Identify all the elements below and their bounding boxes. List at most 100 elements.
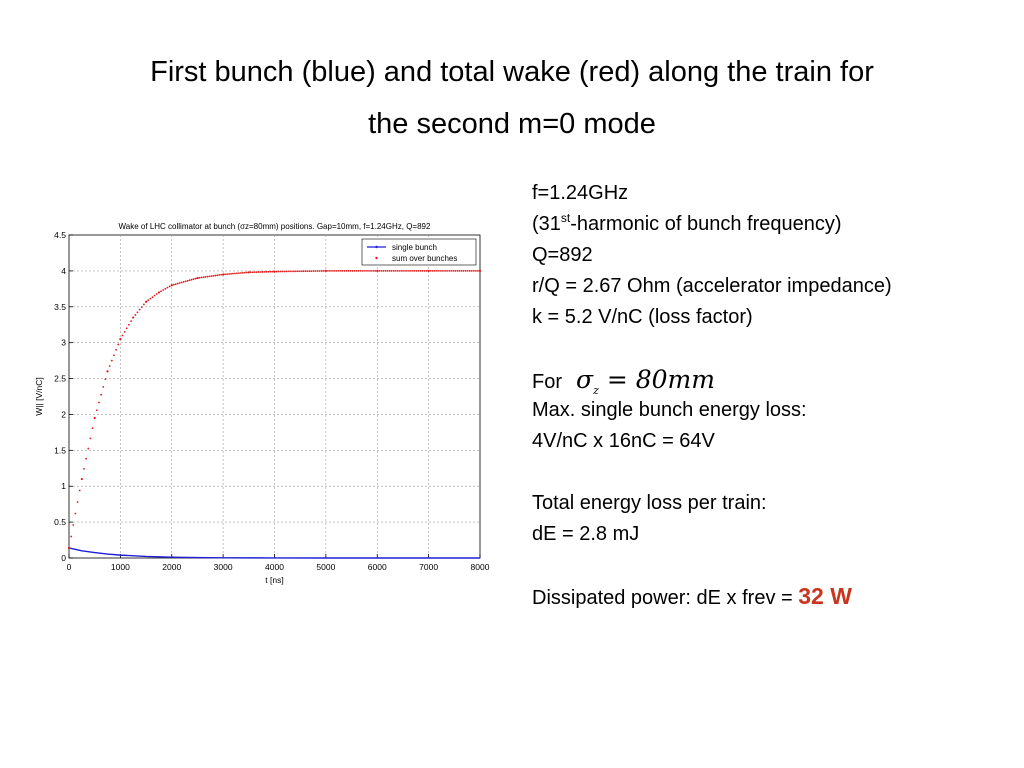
series-1-dot-5	[83, 467, 85, 470]
series-1-dot-65	[226, 273, 228, 276]
series-1-dot-170	[450, 269, 453, 272]
series-1-dot-68	[232, 272, 234, 275]
series-1-dot-61	[216, 274, 219, 277]
series-1-dot-23	[128, 323, 130, 326]
series-1-dot-125	[353, 269, 356, 272]
series-1-dot-56	[206, 275, 209, 278]
x-tick-label-3: 3000	[214, 562, 233, 572]
harmonic-suffix: -harmonic of bunch frequency)	[570, 213, 842, 235]
max-loss-value: 4V/nC x 16nC = 64V	[532, 430, 715, 452]
series-1-point-13	[324, 269, 327, 272]
y-axis-label: W|| [V/nC]	[34, 377, 44, 415]
series-1-dot-106	[312, 270, 315, 272]
series-1-dot-124	[351, 269, 354, 272]
r-over-q-note: r/Q = 2.67 Ohm (accelerator impedance)	[532, 275, 892, 297]
series-1-dot-134	[372, 269, 375, 272]
series-1-dot-98	[296, 270, 299, 273]
series-line-0	[68, 547, 480, 559]
series-1-dot-28	[140, 306, 143, 308]
series-1-dot-110	[320, 270, 323, 272]
y-tick-label-2: 1	[61, 481, 66, 491]
series-1-dot-1	[72, 524, 75, 526]
series-1-dot-162	[433, 269, 436, 272]
series-1-dot-101	[302, 270, 305, 273]
series-1-dot-51	[194, 277, 197, 280]
series-1-dot-32	[151, 296, 154, 298]
series-1-dot-104	[308, 270, 311, 273]
slide-title-line-2: the second m=0 mode	[368, 108, 656, 140]
series-1-dot-154	[415, 269, 418, 272]
power-label: Dissipated power: dE x frev =	[532, 587, 799, 609]
series-1-dot-14	[104, 378, 107, 381]
sigma-formula: σz = 80mm	[576, 365, 715, 397]
total-loss-value: dE = 2.8 mJ	[532, 523, 640, 545]
series-1-dot-155	[417, 269, 420, 272]
series-1-dot-171	[452, 269, 455, 272]
series-1-dot-10	[95, 409, 98, 412]
series-1-dot-21	[123, 331, 126, 333]
series-1-dot-49	[190, 278, 193, 281]
series-1-dot-180	[470, 269, 473, 272]
legend-box	[361, 238, 477, 266]
series-1-dot-96	[292, 270, 294, 273]
series-1-point-6	[144, 300, 148, 303]
harmonic-prefix: (31	[532, 213, 561, 235]
series-1-dot-76	[249, 271, 252, 274]
series-1-dot-46	[184, 280, 187, 283]
series-1-dot-64	[224, 273, 227, 276]
series-1-dot-157	[421, 269, 424, 272]
legend-swatch-1	[375, 256, 378, 260]
x-tick-label-1: 1000	[111, 562, 130, 572]
series-1-dot-167	[444, 269, 446, 272]
wake-chart-svg: 0 1000 2000 3000 4000 5000 6000 7000 8000 0 0.5 1 1.…	[34, 222, 490, 585]
wake-plot: 0 1000 2000 3000 4000 5000 6000 7000 8000 0 0.5 1 1.…	[30, 208, 500, 594]
frequency-note: f=1.24GHz	[532, 182, 629, 204]
x-tick-label-8: 8000	[471, 562, 490, 572]
series-1-point-10	[222, 273, 225, 276]
series-1-dot-83	[263, 270, 266, 273]
series-1-dot-24	[130, 320, 132, 323]
series-1-dot-81	[259, 271, 262, 273]
series-1-dot-145	[396, 269, 399, 272]
series-1-dot-71	[238, 272, 240, 275]
series-1-dot-58	[210, 275, 213, 278]
series-1-dot-107	[314, 270, 317, 272]
y-tick-label-4: 2	[61, 409, 66, 419]
series-1-dot-115	[333, 269, 335, 272]
x-tick-label-6: 6000	[368, 562, 387, 572]
series-1-dot-52	[198, 276, 201, 279]
series-1-dot-27	[138, 308, 141, 311]
series-1-dot-66	[228, 273, 230, 275]
series-1-dot-0	[70, 535, 73, 538]
harmonic-superscript: st	[560, 211, 571, 225]
series-1-dot-130	[364, 269, 366, 272]
series-1-dot-55	[204, 276, 207, 278]
series-1-dot-178	[466, 269, 469, 272]
series-1-dot-33	[153, 294, 156, 297]
series-1-dot-80	[257, 271, 260, 273]
series-1-dot-29	[143, 303, 145, 306]
series-1-dot-92	[283, 270, 286, 273]
chart-title: Wake of LHC collimator at bunch (σz=80mm…	[119, 222, 431, 231]
series-1-dot-74	[243, 271, 246, 274]
loss-factor-note: k = 5.2 V/nC (loss factor)	[532, 306, 753, 328]
x-axis-label: t [ns]	[265, 575, 283, 585]
series-1-dot-166	[442, 269, 444, 272]
series-1-dot-127	[357, 269, 360, 272]
sigma-value: = 80mm	[598, 365, 715, 394]
series-1-dot-114	[331, 269, 333, 272]
series-1-point-11	[247, 271, 250, 274]
x-tick-label-7: 7000	[419, 562, 438, 572]
series-1-dot-86	[269, 270, 272, 273]
series-1-point-14	[376, 269, 379, 272]
series-1-dot-135	[374, 269, 377, 272]
series-1-point-7	[157, 291, 161, 294]
slide-title-line-1: First bunch (blue) and total wake (red) …	[150, 56, 874, 88]
series-1-dot-54	[202, 276, 205, 279]
series-1-point-12	[273, 270, 276, 273]
series-1-dot-140	[386, 269, 389, 272]
series-1-point-0	[67, 546, 71, 550]
series-1-point-3	[106, 370, 109, 373]
series-1-dot-183	[477, 269, 479, 272]
series-1-dot-9	[91, 427, 94, 430]
